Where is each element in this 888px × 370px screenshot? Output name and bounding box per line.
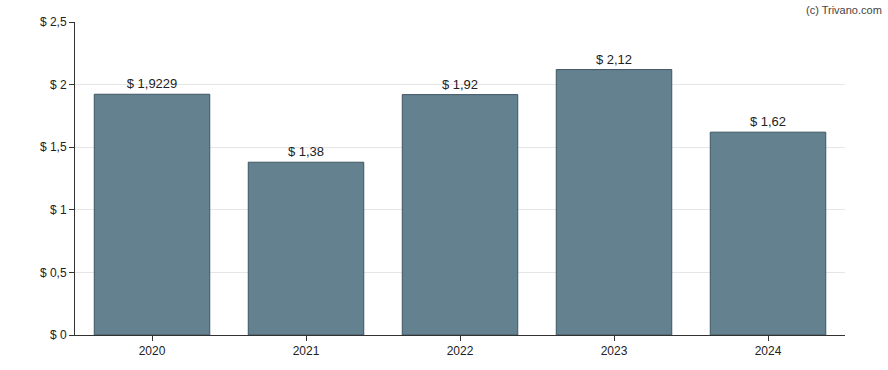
svg-text:$ 1,5: $ 1,5 [40,140,67,154]
svg-text:$ 1: $ 1 [50,203,67,217]
svg-text:$ 1,38: $ 1,38 [288,144,324,159]
svg-text:$ 1,9229: $ 1,9229 [127,76,178,91]
svg-text:2020: 2020 [139,344,166,358]
svg-text:$ 2: $ 2 [50,78,67,92]
svg-text:(c) Trivano.com: (c) Trivano.com [806,4,882,16]
svg-text:2023: 2023 [601,344,628,358]
svg-text:$ 1,92: $ 1,92 [442,77,478,92]
svg-text:$ 0: $ 0 [50,328,67,342]
svg-text:2022: 2022 [447,344,474,358]
svg-text:$ 2,5: $ 2,5 [40,15,67,29]
svg-text:$ 0,5: $ 0,5 [40,266,67,280]
svg-text:$ 2,12: $ 2,12 [596,52,632,67]
svg-text:$ 1,62: $ 1,62 [750,114,786,129]
svg-text:2021: 2021 [293,344,320,358]
svg-text:2024: 2024 [755,344,782,358]
